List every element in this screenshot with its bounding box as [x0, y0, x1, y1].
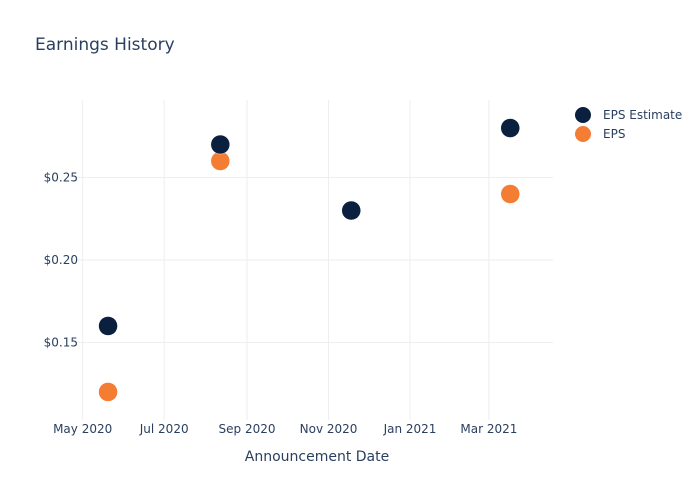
eps-point[interactable] [210, 151, 231, 171]
eps-point[interactable] [98, 382, 118, 402]
eps-estimate-point[interactable] [500, 118, 520, 138]
x-tick-label: May 2020 [53, 422, 112, 436]
y-tick-label: $0.25 [44, 171, 78, 185]
eps-estimate-point[interactable] [210, 134, 231, 155]
x-axis-ticks: May 2020 Jul 2020 Sep 2020 Nov 2020 Jan 2021… [53, 422, 517, 436]
x-tick-label: Jan 2021 [383, 422, 437, 436]
legend-label: EPS Estimate [603, 108, 682, 122]
legend-item-eps-estimate[interactable]: EPS Estimate [575, 107, 682, 123]
x-tick-label: Mar 2021 [460, 422, 517, 436]
y-tick-label: $0.20 [44, 253, 78, 267]
data-points [98, 118, 520, 402]
y-tick-label: $0.15 [44, 335, 78, 349]
x-tick-label: Jul 2020 [139, 422, 189, 436]
x-axis-title: Announcement Date [245, 449, 389, 465]
eps-point[interactable] [500, 184, 520, 204]
legend[interactable]: EPS Estimate EPS [575, 107, 682, 142]
legend-item-eps[interactable]: EPS [575, 126, 625, 142]
y-axis-ticks: $0.15 $0.20 $0.25 [44, 171, 78, 350]
legend-marker [575, 126, 591, 142]
chart-title: Earnings History [35, 35, 175, 55]
x-tick-label: Sep 2020 [219, 422, 276, 436]
grid [74, 100, 553, 420]
eps-estimate-point[interactable] [341, 200, 361, 221]
legend-label: EPS [603, 127, 625, 141]
legend-marker [575, 107, 591, 123]
eps-estimate-point[interactable] [98, 316, 118, 336]
x-tick-label: Nov 2020 [300, 422, 358, 436]
